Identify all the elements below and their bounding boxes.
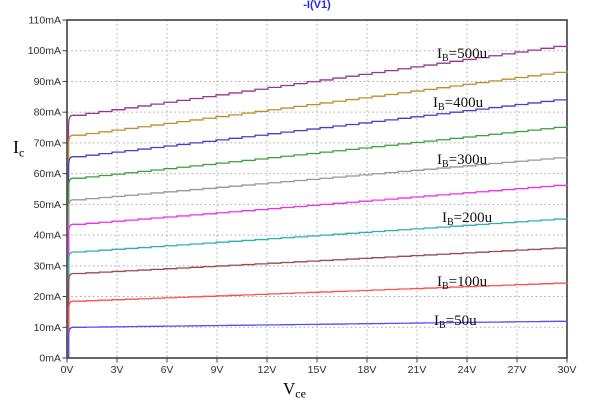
y-tick-label: 50mA	[34, 199, 61, 211]
curve-ib-150u	[67, 247, 568, 358]
curve-ib-300u	[67, 156, 568, 358]
y-tick-label: 100mA	[28, 45, 61, 57]
curve-label: IB=100u	[437, 274, 488, 292]
y-tick-label: 70mA	[34, 137, 61, 149]
y-tick-label: 80mA	[34, 107, 61, 119]
plot-title: -I(V1)	[303, 0, 331, 11]
x-tick-label: 0V	[61, 364, 74, 376]
curve-label: IB=200u	[442, 210, 493, 228]
y-tick-label: 30mA	[34, 260, 61, 272]
curve-ib-400u	[67, 98, 568, 358]
curve-label: IB=400u	[433, 95, 484, 113]
curve-ib-50u	[67, 320, 568, 358]
x-tick-label: 18V	[358, 364, 377, 376]
curve-label: IB=500u	[437, 46, 488, 64]
y-tick-label: 60mA	[34, 168, 61, 180]
curve-ib-200u	[67, 218, 568, 358]
x-tick-label: 15V	[308, 364, 327, 376]
x-tick-label: 12V	[258, 364, 277, 376]
x-tick-label: 3V	[111, 364, 124, 376]
x-tick-label: 24V	[458, 364, 477, 376]
y-tick-label: 20mA	[34, 291, 61, 303]
curve-ib-450u	[67, 70, 568, 358]
y-tick-label: 40mA	[34, 230, 61, 242]
x-tick-label: 27V	[508, 364, 527, 376]
x-tick-label: 9V	[211, 364, 224, 376]
y-tick-label: 110mA	[29, 15, 62, 27]
curve-label: IB=300u	[437, 152, 488, 170]
y-axis-label: Ic	[13, 137, 24, 160]
y-tick-label: 10mA	[34, 322, 61, 334]
x-tick-label: 30V	[558, 364, 577, 376]
y-tick-label: 90mA	[34, 76, 61, 88]
curve-ib-500u	[67, 44, 568, 358]
curve-ib-350u	[67, 126, 568, 358]
curve-label: IB=50u	[434, 313, 477, 331]
x-axis-label: Vce	[283, 379, 306, 401]
x-tick-label: 21V	[408, 364, 427, 376]
curve-ib-250u	[67, 184, 568, 358]
x-tick-label: 6V	[161, 364, 174, 376]
y-tick-label: 0mA	[39, 353, 61, 365]
curve-ib-100u	[67, 282, 568, 358]
